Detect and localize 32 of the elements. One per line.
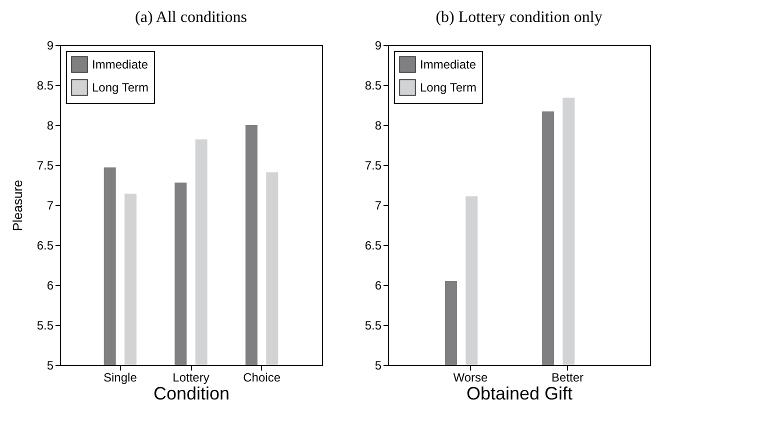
y-tick-label: 7 [46, 198, 54, 212]
y-tick-label: 6.5 [36, 238, 54, 252]
legend-label: Long Term [92, 80, 148, 94]
y-tick-label: 5.5 [364, 318, 382, 332]
y-tick-label: 6 [46, 278, 54, 292]
legend-label: Long Term [420, 80, 476, 94]
y-tick-label: 7.5 [36, 158, 54, 172]
x-tick-label: Lottery [172, 370, 210, 384]
y-tick-label: 8.5 [364, 78, 382, 92]
chart-title: (a) All conditions [135, 9, 247, 26]
y-tick-label: 5 [46, 358, 54, 372]
y-tick-label: 9 [46, 38, 54, 52]
y-tick-label: 8 [46, 118, 54, 132]
y-tick-label: 6 [374, 278, 382, 292]
x-tick-label: Choice [243, 370, 281, 384]
legend-label: Immediate [92, 58, 148, 72]
x-tick-label: Worse [453, 370, 488, 384]
x-tick-label: Better [552, 370, 584, 384]
legend-label: Immediate [420, 58, 476, 72]
y-tick-label: 7 [374, 198, 382, 212]
y-tick-label: 8 [374, 118, 382, 132]
chart-title: (b) Lottery condition only [436, 9, 602, 26]
y-tick-label: 6.5 [364, 238, 382, 252]
x-axis-title: Condition [153, 384, 230, 404]
y-tick-label: 9 [374, 38, 382, 52]
y-tick-label: 8.5 [36, 78, 54, 92]
y-axis-title: Pleasure [10, 180, 25, 232]
x-axis-title: Obtained Gift [466, 384, 573, 404]
x-tick-label: Single [104, 370, 138, 384]
y-tick-label: 5.5 [36, 318, 54, 332]
y-tick-label: 7.5 [364, 158, 382, 172]
y-tick-label: 5 [374, 358, 382, 372]
